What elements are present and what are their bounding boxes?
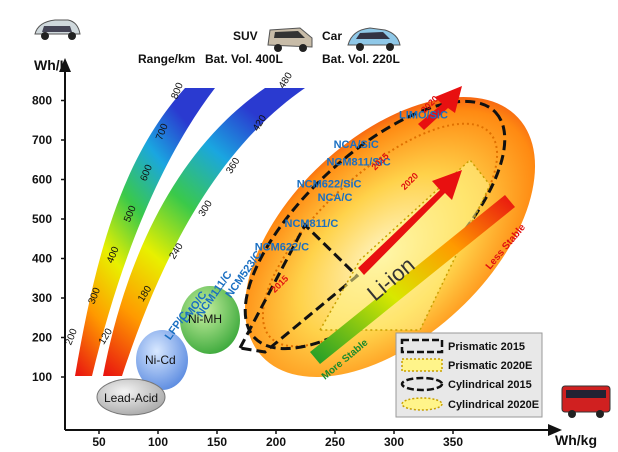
chemistry-label: NCA/C — [318, 192, 353, 204]
chemistry-label: NCM811/SiC — [326, 157, 390, 169]
y-tick-label: 600 — [32, 173, 52, 187]
ni-cd-ellipse — [136, 330, 188, 390]
x-tick-label: 50 — [92, 435, 106, 449]
legend-label-cylindrical-2020e: Cylindrical 2020E — [448, 399, 539, 411]
y-tick-label: 200 — [32, 331, 52, 345]
legend-label-prismatic-2015: Prismatic 2015 — [448, 341, 525, 353]
legend-swatch-prismatic-2015 — [400, 338, 444, 354]
legend-swatch-cylindrical-2015 — [400, 376, 444, 392]
legend-label-cylindrical-2015: Cylindrical 2015 — [448, 379, 532, 391]
legend-swatch-cylindrical-2020e — [401, 397, 443, 411]
range-band-label: 480 — [277, 70, 295, 90]
y-axis-arrow — [59, 58, 71, 72]
ni-mh-label: Ni-MH — [188, 312, 222, 326]
lead-acid-ellipse — [96, 378, 166, 416]
chemistry-label: NCM622/C — [255, 242, 309, 254]
range-km-label: Range/km — [138, 52, 195, 66]
y-tick-label: 300 — [32, 291, 52, 305]
y-tick-label: 400 — [32, 252, 52, 266]
y-ticks: 100 200 300 400 500 600 700 800 — [32, 94, 65, 384]
car-volume-label: Bat. Vol. 220L — [322, 52, 400, 66]
y-tick-label: 800 — [32, 94, 52, 108]
bus-icon — [561, 385, 611, 418]
legend: Prismatic 2015 Prismatic 2020E Cylindric… — [395, 332, 543, 418]
x-tick-label: 150 — [207, 435, 227, 449]
y-tick-label: 100 — [32, 370, 52, 384]
suv-volume-label: Bat. Vol. 400L — [205, 52, 283, 66]
chemistry-label: LIMO/SiC — [399, 109, 448, 121]
range-band-suv — [103, 88, 305, 376]
car-label: Car — [322, 29, 342, 43]
prismatic-2020e-polygon — [318, 158, 491, 331]
y-tick-label: 700 — [32, 133, 52, 147]
range-band-outer — [75, 88, 215, 376]
x-tick-label: 100 — [148, 435, 168, 449]
x-axis-label: Wh/kg — [555, 432, 597, 448]
chemistry-label: NCA/SiC — [334, 139, 379, 151]
x-tick-label: 250 — [325, 435, 345, 449]
chemistry-label: NCM811/C — [285, 218, 339, 230]
x-tick-label: 350 — [443, 435, 463, 449]
ni-mh-ellipse — [180, 286, 240, 354]
y-axis-label: Wh/L — [34, 57, 69, 73]
x-axis-arrow — [548, 424, 562, 436]
cylindrical-2020e-ellipse — [261, 122, 499, 348]
ev-car-icon — [34, 19, 81, 40]
x-tick-label: 300 — [384, 435, 404, 449]
lead-acid-label: Lead-Acid — [104, 391, 158, 405]
y-tick-label: 500 — [32, 212, 52, 226]
suv-label: SUV — [233, 29, 258, 43]
arrow-cylindrical — [418, 86, 462, 130]
legend-swatch-prismatic-2020e — [401, 358, 443, 372]
car-icon — [347, 27, 401, 51]
x-tick-label: 200 — [266, 435, 286, 449]
legend-label-prismatic-2020e: Prismatic 2020E — [448, 360, 532, 372]
ni-cd-label: Ni-Cd — [145, 353, 176, 367]
x-ticks: 50 100 150 200 250 300 350 — [92, 430, 463, 449]
chemistry-label: NCM622/SiC — [297, 178, 362, 190]
cylindrical-2015-ellipse — [243, 99, 507, 351]
suv-icon — [267, 27, 313, 52]
arrow-prismatic — [358, 170, 462, 275]
stability-bar — [310, 195, 515, 364]
